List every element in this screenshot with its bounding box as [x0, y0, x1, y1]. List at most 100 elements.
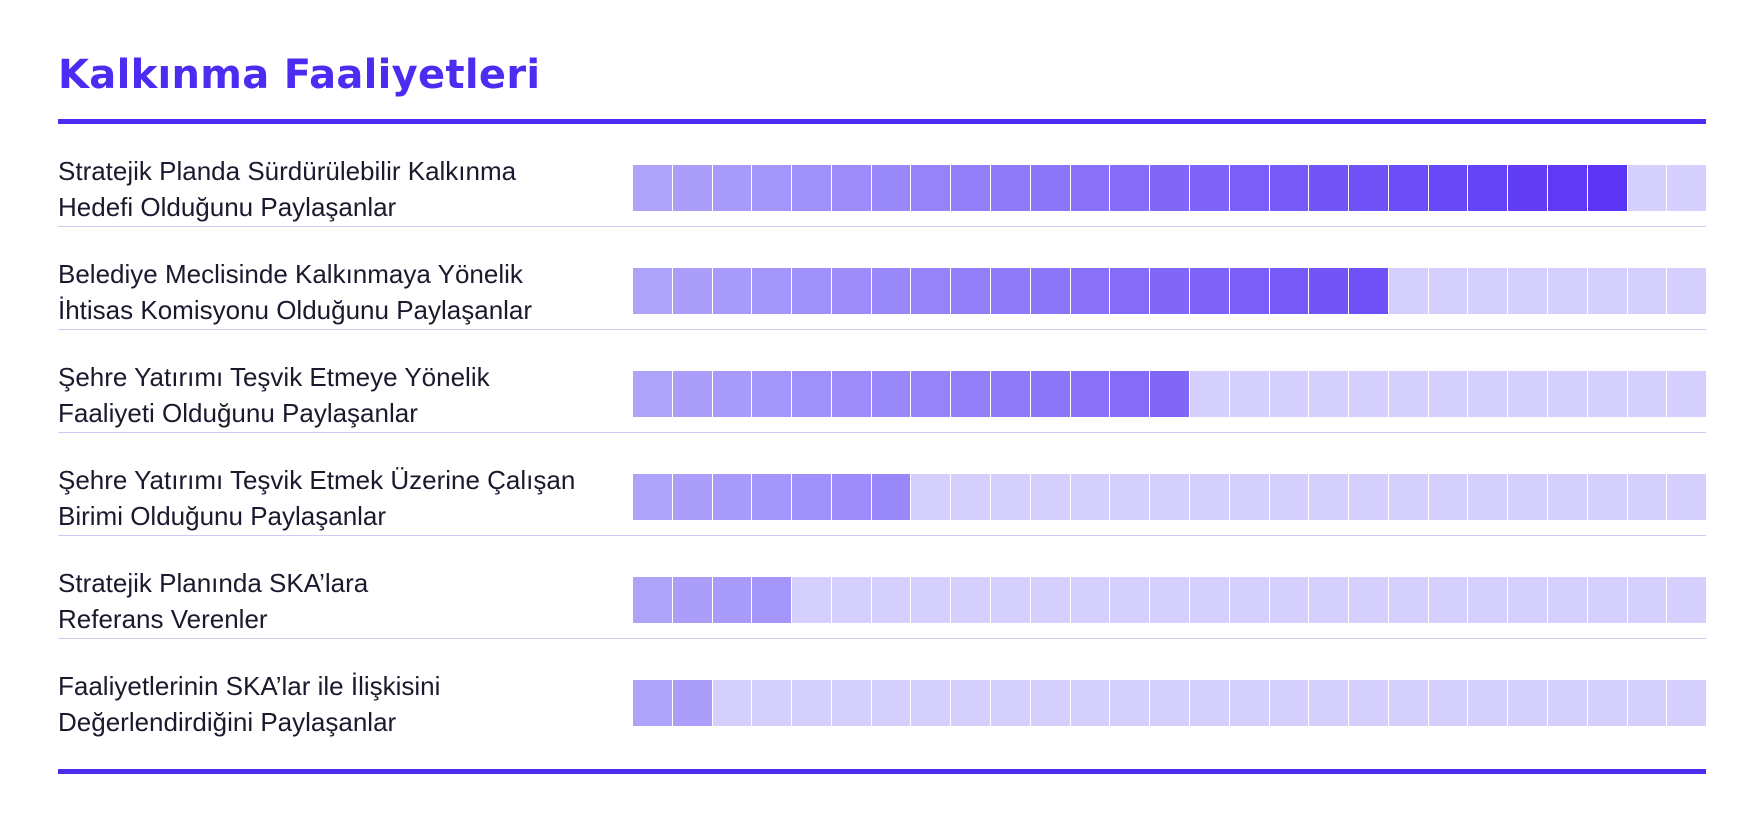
category-label-line: Referans Verenler — [58, 604, 268, 634]
bar-cell-empty — [1349, 371, 1389, 417]
category-label: Şehre Yatırımı Teşvik Etmeye Yönelik Faal… — [58, 359, 578, 431]
bar-cell-filled — [831, 371, 872, 417]
bar-cell-filled — [1309, 268, 1350, 314]
bar-cell-filled — [1508, 165, 1548, 211]
bar-cell-filled — [1189, 268, 1230, 314]
bar-cell-empty — [1309, 680, 1350, 726]
bar-cell-filled — [792, 371, 832, 417]
bar-cell-empty — [1189, 371, 1230, 417]
bar-track — [633, 371, 1707, 417]
bar-cell-filled — [672, 474, 713, 520]
chart-rows: Stratejik Planda Sürdürülebilir Kalkınma… — [58, 124, 1707, 742]
bar-cell-filled — [831, 268, 872, 314]
bar-cell-empty — [1229, 680, 1270, 726]
bar-cell-empty — [1547, 577, 1588, 623]
bar-cell-empty — [1587, 474, 1628, 520]
bar-cell-empty — [1587, 371, 1628, 417]
bar-cell-empty — [1627, 577, 1668, 623]
chart-row: Stratejik Planda Sürdürülebilir Kalkınma… — [58, 124, 1707, 227]
bar-cell-filled — [1030, 268, 1071, 314]
bar-cell-empty — [1229, 474, 1270, 520]
category-label-line: Faaliyeti Olduğunu Paylaşanlar — [58, 398, 418, 428]
bar-cell-empty — [1508, 371, 1548, 417]
bar-cell-filled — [712, 371, 753, 417]
bar-cell-filled — [991, 371, 1031, 417]
bar-cell-empty — [1667, 268, 1707, 314]
bar-cell-empty — [1508, 680, 1548, 726]
bar-cell-empty — [1667, 577, 1707, 623]
bar-cell-empty — [1508, 577, 1548, 623]
bar-cell-filled — [1309, 165, 1350, 211]
bar-cell-empty — [1428, 474, 1469, 520]
bar-cell-empty — [1030, 680, 1071, 726]
bar-cell-filled — [792, 165, 832, 211]
bar-cell-filled — [1428, 165, 1469, 211]
bar-cell-empty — [1428, 371, 1469, 417]
bar-cell-filled — [831, 165, 872, 211]
bar-cell-empty — [1309, 371, 1350, 417]
bar-cell-filled — [1030, 371, 1071, 417]
bar-cell-empty — [951, 474, 992, 520]
bar-cell-empty — [1547, 268, 1588, 314]
bar-cell-empty — [1468, 268, 1509, 314]
bar-cell-filled — [911, 165, 952, 211]
bar-cell-filled — [991, 165, 1031, 211]
bar-cell-empty — [1587, 680, 1628, 726]
bar-cell-empty — [831, 577, 872, 623]
bar-cell-filled — [871, 474, 912, 520]
bar-cell-filled — [1030, 165, 1071, 211]
bar-cell-filled — [1269, 268, 1310, 314]
bar-cell-empty — [1627, 371, 1668, 417]
bar-cell-empty — [1150, 577, 1190, 623]
bar-cell-filled — [1110, 165, 1151, 211]
chart-row: Faaliyetlerinin SKA’lar ile İlişkisini De… — [58, 639, 1707, 742]
bar-cell-empty — [1309, 474, 1350, 520]
bar-cell-empty — [1468, 680, 1509, 726]
chart-row: Belediye Meclisinde Kalkınmaya Yönelik İh… — [58, 227, 1707, 330]
bar-cell-filled — [752, 577, 793, 623]
category-label: Stratejik Planında SKA’lara Referans Vere… — [58, 565, 578, 637]
bar-cell-empty — [752, 680, 793, 726]
bar-cell-empty — [1468, 371, 1509, 417]
bar-cell-empty — [991, 680, 1031, 726]
bar-cell-empty — [991, 577, 1031, 623]
bar-cell-empty — [1229, 371, 1270, 417]
bar-cell-filled — [871, 371, 912, 417]
bar-cell-filled — [712, 577, 753, 623]
bar-cell-empty — [1110, 680, 1151, 726]
bar-cell-filled — [1587, 165, 1628, 211]
bar-cell-filled — [951, 371, 992, 417]
chart-row: Şehre Yatırımı Teşvik Etmeye Yönelik Faal… — [58, 330, 1707, 433]
bar-cell-empty — [951, 577, 992, 623]
category-label: Belediye Meclisinde Kalkınmaya Yönelik İh… — [58, 256, 578, 328]
bar-cell-empty — [1547, 371, 1588, 417]
bottom-rule — [58, 769, 1706, 774]
bar-cell-filled — [1150, 165, 1190, 211]
bar-cell-filled — [1547, 165, 1588, 211]
bar-cell-filled — [752, 268, 793, 314]
bar-cell-empty — [1110, 577, 1151, 623]
bar-cell-empty — [1349, 680, 1389, 726]
bar-cell-filled — [792, 474, 832, 520]
bar-track — [633, 680, 1707, 726]
bar-cell-empty — [911, 680, 952, 726]
chart-row: Şehre Yatırımı Teşvik Etmek Üzerine Çalı… — [58, 433, 1707, 536]
bar-cell-empty — [1269, 474, 1310, 520]
bar-cell-empty — [1667, 680, 1707, 726]
bar-cell-filled — [1110, 371, 1151, 417]
bar-cell-empty — [1667, 371, 1707, 417]
bar-cell-empty — [1309, 577, 1350, 623]
bar-cell-filled — [911, 371, 952, 417]
bar-cell-empty — [831, 680, 872, 726]
bar-cell-filled — [633, 371, 673, 417]
bar-cell-empty — [951, 680, 992, 726]
category-label: Şehre Yatırımı Teşvik Etmek Üzerine Çalı… — [58, 462, 578, 534]
category-label-line: Hedefi Olduğunu Paylaşanlar — [58, 192, 397, 222]
bar-track — [633, 268, 1707, 314]
bar-cell-empty — [991, 474, 1031, 520]
category-label-line: Değerlendirdiğini Paylaşanlar — [58, 707, 397, 737]
bar-cell-empty — [1508, 474, 1548, 520]
bar-cell-filled — [991, 268, 1031, 314]
bar-cell-empty — [1070, 577, 1111, 623]
bar-cell-filled — [1349, 165, 1389, 211]
